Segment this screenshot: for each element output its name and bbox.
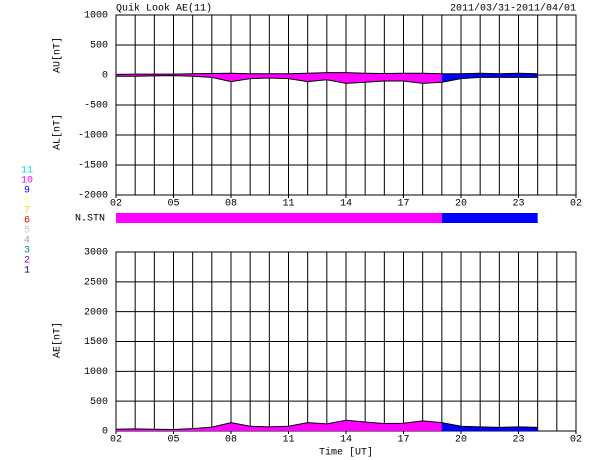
y-axis-label: AU[nT] bbox=[52, 37, 64, 73]
x-tick-label: 05 bbox=[167, 199, 179, 210]
series-line bbox=[115, 419, 538, 431]
y-tick-label: 0 bbox=[102, 71, 108, 82]
x-tick-label: 08 bbox=[225, 199, 237, 210]
y-tick-label: 0 bbox=[102, 427, 108, 438]
y-tick-label: -500 bbox=[84, 101, 108, 112]
x-tick-label: 23 bbox=[512, 435, 524, 446]
chart-title: Quik Look AE(11) bbox=[116, 3, 212, 15]
y-axis-label: AE[nT] bbox=[52, 322, 64, 358]
station-segment bbox=[441, 213, 538, 223]
x-tick-label: 02 bbox=[110, 199, 122, 210]
station-legend-label: 10 bbox=[21, 176, 33, 187]
x-tick-label: 11 bbox=[282, 435, 294, 446]
station-legend-label: 6 bbox=[24, 216, 30, 227]
station-legend-label: 3 bbox=[24, 246, 30, 257]
station-legend-label: 2 bbox=[24, 256, 30, 267]
y-tick-label: 3000 bbox=[84, 248, 108, 259]
x-tick-label: 17 bbox=[397, 199, 409, 210]
station-legend-label: 5 bbox=[24, 226, 30, 237]
x-tick-label: 08 bbox=[225, 435, 237, 446]
x-tick-label: 20 bbox=[455, 199, 467, 210]
station-legend-label: 9 bbox=[24, 186, 30, 197]
y-tick-label: 500 bbox=[90, 397, 108, 408]
station-legend-label: 4 bbox=[24, 236, 30, 247]
y-tick-label: 1000 bbox=[84, 367, 108, 378]
station-legend-label: 1 bbox=[24, 266, 30, 277]
strip-label: N.STN bbox=[75, 214, 105, 225]
y-tick-label: 500 bbox=[90, 41, 108, 52]
area-fill bbox=[441, 422, 538, 431]
x-tick-label: 11 bbox=[282, 199, 294, 210]
x-tick-label: 23 bbox=[512, 199, 524, 210]
series-line bbox=[116, 75, 538, 84]
y-tick-label: 2500 bbox=[84, 277, 108, 288]
y-tick-label: 2000 bbox=[84, 307, 108, 318]
y-tick-label: -1000 bbox=[78, 131, 108, 142]
y-tick-label: 1000 bbox=[84, 11, 108, 22]
station-legend-label: 8 bbox=[24, 196, 30, 207]
x-tick-label: 14 bbox=[340, 199, 352, 210]
y-tick-label: -1500 bbox=[78, 161, 108, 172]
x-tick-label: 20 bbox=[455, 435, 467, 446]
station-segment bbox=[116, 213, 442, 223]
x-tick-label: 05 bbox=[167, 435, 179, 446]
date-range: 2011/03/31-2011/04/01 bbox=[450, 3, 576, 15]
x-tick-label: 02 bbox=[570, 435, 582, 446]
station-legend-label: 7 bbox=[24, 206, 30, 217]
station-legend-label: 11 bbox=[21, 166, 33, 177]
area-fill bbox=[441, 73, 538, 83]
y-tick-label: -2000 bbox=[78, 191, 108, 202]
y-tick-label: 1500 bbox=[84, 337, 108, 348]
series-line bbox=[115, 72, 538, 75]
y-axis-label: AL[nT] bbox=[52, 114, 64, 150]
x-tick-label: 17 bbox=[397, 435, 409, 446]
x-tick-label: 02 bbox=[570, 199, 582, 210]
x-axis-label: Time [UT] bbox=[319, 447, 373, 459]
x-tick-label: 02 bbox=[110, 435, 122, 446]
x-tick-label: 14 bbox=[340, 435, 352, 446]
